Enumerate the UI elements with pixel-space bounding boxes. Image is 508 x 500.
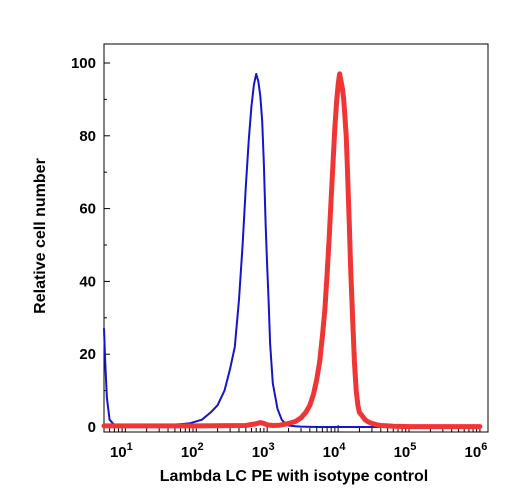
x-tick-label: 101 bbox=[110, 441, 133, 461]
plot-frame bbox=[103, 43, 489, 433]
lambda-lc-pe-histogram bbox=[101, 71, 483, 430]
y-tick-label: 40 bbox=[79, 273, 96, 290]
y-tick-label: 80 bbox=[79, 128, 96, 145]
x-tick-label: 104 bbox=[323, 441, 347, 461]
y-axis-title: Relative cell number bbox=[32, 158, 49, 314]
x-tick-label: 105 bbox=[394, 441, 417, 461]
y-tick-label: 60 bbox=[79, 201, 96, 218]
y-axis-ticks: 0 20 40 60 80 100 bbox=[71, 55, 110, 436]
x-axis-ticks: 101 102 103 104 105 106 bbox=[103, 425, 488, 461]
y-tick-label: 100 bbox=[71, 55, 96, 72]
isotype-control-histogram bbox=[103, 72, 481, 428]
x-axis-title: Lambda LC PE with isotype control bbox=[160, 468, 428, 485]
y-tick-label: 0 bbox=[88, 419, 96, 436]
x-tick-label: 102 bbox=[181, 441, 204, 461]
x-tick-label: 106 bbox=[465, 441, 488, 461]
series-layer bbox=[101, 71, 483, 430]
x-tick-label: 103 bbox=[252, 441, 275, 461]
y-tick-label: 20 bbox=[79, 346, 96, 363]
